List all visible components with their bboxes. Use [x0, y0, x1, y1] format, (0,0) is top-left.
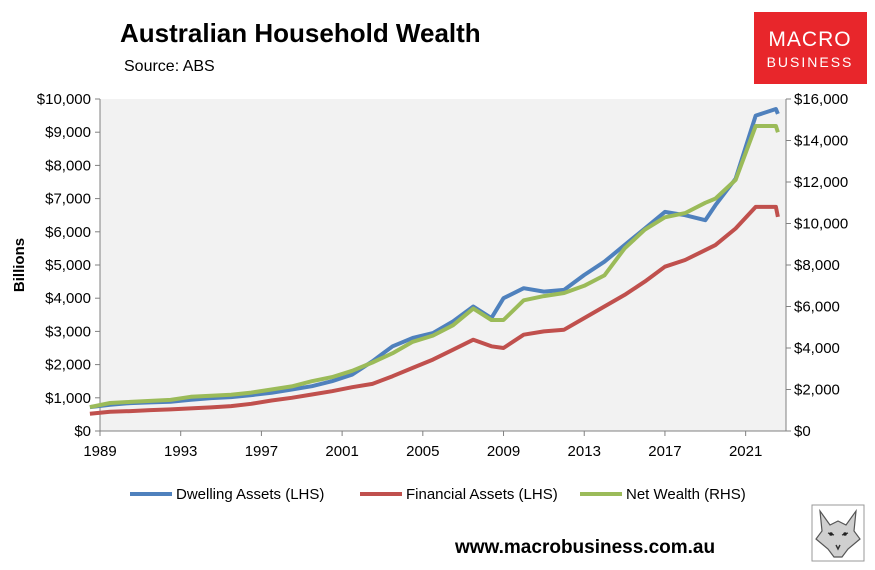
y-right-tick-label: $0 [794, 423, 811, 440]
x-tick-label: 1997 [245, 443, 278, 460]
y-right-tick-label: $8,000 [794, 257, 840, 274]
chart-title: Australian Household Wealth [120, 18, 481, 48]
y-right-tick-label: $12,000 [794, 174, 848, 191]
y-left-tick-label: $1,000 [45, 390, 91, 407]
logo-line-2: BUSINESS [767, 54, 854, 70]
x-tick-label: 2001 [325, 443, 358, 460]
legend-label-1: Dwelling Assets (LHS) [176, 486, 324, 503]
series-line-3 [89, 124, 780, 410]
y-left-tick-label: $3,000 [45, 323, 91, 340]
legend-label-2: Financial Assets (LHS) [406, 486, 558, 503]
logo-line-1: MACRO [768, 28, 851, 51]
y-right-tick-label: $4,000 [794, 340, 840, 357]
y-left-tick-label: $5,000 [45, 257, 91, 274]
legend-label-3: Net Wealth (RHS) [626, 486, 746, 503]
website-url: www.macrobusiness.com.au [454, 537, 715, 558]
y-right-tick-label: $10,000 [794, 216, 848, 233]
y-left-tick-label: $2,000 [45, 357, 91, 374]
plot-area [100, 99, 786, 431]
series-lines [89, 107, 780, 416]
axes: $0 $1,000 $2,000 $3,000 $4,000 $5,000 $6,000 $7… [37, 91, 848, 460]
y-left-tick-label: $7,000 [45, 191, 91, 208]
wolf-icon [811, 504, 865, 562]
legend: Dwelling Assets (LHS) Financial Assets (L… [130, 486, 746, 503]
y-right-tick-label: $16,000 [794, 91, 848, 108]
y-right-tick-label: $2,000 [794, 382, 840, 399]
y-left-tick-label: $6,000 [45, 224, 91, 241]
y-left-tick-label: $8,000 [45, 157, 91, 174]
y-left-tick-label: $0 [74, 423, 91, 440]
x-tick-label: 1993 [164, 443, 197, 460]
y-right-tick-label: $14,000 [794, 133, 848, 150]
x-tick-label: 2017 [648, 443, 681, 460]
x-tick-label: 2013 [568, 443, 601, 460]
x-tick-label: 2005 [406, 443, 439, 460]
chart-subtitle: Source: ABS [124, 58, 215, 75]
logo-background [754, 12, 867, 84]
y-left-tick-label: $4,000 [45, 290, 91, 307]
y-left-tick-label: $9,000 [45, 124, 91, 141]
x-tick-label: 1989 [83, 443, 116, 460]
y-left-tick-label: $10,000 [37, 91, 91, 108]
x-tick-label: 2021 [729, 443, 762, 460]
y-right-tick-label: $6,000 [794, 299, 840, 316]
x-tick-label: 2009 [487, 443, 520, 460]
y-axis-left-label: Billions [11, 238, 28, 292]
series-line-2 [89, 204, 780, 416]
macrobusiness-logo: MACRO BUSINESS [754, 12, 867, 84]
series-line-1 [89, 107, 780, 410]
